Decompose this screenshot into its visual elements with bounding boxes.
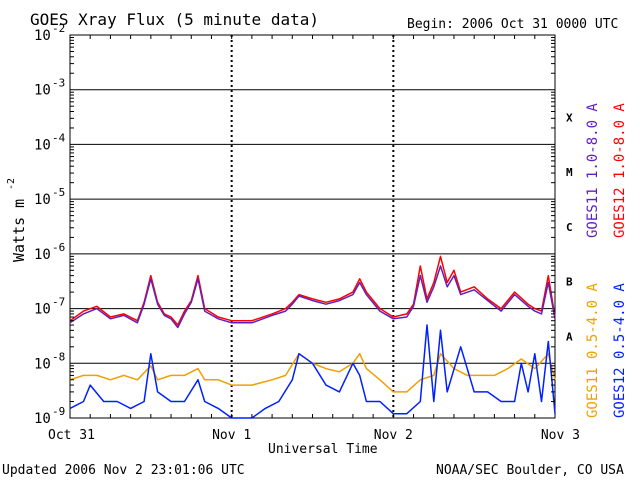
y-tick-label-exponent: -5 <box>52 186 65 199</box>
updated-timestamp: Updated 2006 Nov 2 23:01:06 UTC <box>2 463 245 478</box>
y-axis-title: Watts m <box>10 199 28 262</box>
series-line-goes11-0-5-4-0-a <box>69 352 556 393</box>
series-layer <box>69 255 556 419</box>
flare-class-labels: X M C B A <box>566 111 573 343</box>
x-axis: Oct 31 Nov 1 Nov 2 Nov 3 <box>48 35 580 443</box>
y-tick-label: 10 <box>34 28 51 44</box>
x-tick-label: Nov 3 <box>541 428 580 443</box>
credit-label: NOAA/SEC Boulder, CO USA <box>436 463 624 478</box>
x-axis-label: Universal Time <box>268 442 378 457</box>
x-tick-label: Nov 1 <box>212 428 251 443</box>
y-tick-label: 10 <box>34 83 51 99</box>
y-tick-label-exponent: -8 <box>52 350 65 363</box>
y-axis-title-exp: -2 <box>6 178 17 190</box>
legend: GOES11 1.0-8.0 A GOES12 1.0-8.0 A GOES11 0… <box>585 103 628 418</box>
legend-entry: GOES11 0.5-4.0 A <box>585 283 601 418</box>
x-tick-label: Nov 2 <box>374 428 413 443</box>
legend-label: GOES11 1.0-8.0 A <box>585 103 601 238</box>
legend-entry: GOES11 1.0-8.0 A <box>585 103 601 238</box>
y-tick-label: 10 <box>34 356 51 372</box>
legend-label: GOES11 0.5-4.0 A <box>585 283 601 418</box>
legend-entry: GOES12 0.5-4.0 A <box>612 283 628 418</box>
flare-class-b: B <box>566 276 573 289</box>
grid-layer <box>70 35 555 418</box>
y-tick-label: 10 <box>34 411 51 427</box>
y-tick-label-exponent: -2 <box>52 22 65 35</box>
y-tick-label-exponent: -3 <box>52 77 65 90</box>
x-tick-label: Oct 31 <box>48 428 95 443</box>
legend-label: GOES12 1.0-8.0 A <box>612 103 628 238</box>
series-line-goes12-0-5-4-0-a <box>69 324 556 419</box>
y-tick-label: 10 <box>34 302 51 318</box>
flare-class-x: X <box>566 111 573 124</box>
series-line-goes12-1-0-8-0-a <box>69 255 556 326</box>
series-line-goes11-1-0-8-0-a <box>69 265 556 329</box>
chart-title: GOES Xray Flux (5 minute data) <box>30 10 319 29</box>
y-tick-label: 10 <box>34 192 51 208</box>
flare-class-c: C <box>566 221 573 234</box>
flare-class-m: M <box>566 166 573 179</box>
y-tick-label: 10 <box>34 137 51 153</box>
plot-area-frame <box>69 34 556 419</box>
y-axis: 10-210-310-410-510-610-710-810-9 <box>34 22 555 427</box>
begin-label: Begin: 2006 Oct 31 0000 UTC <box>407 17 618 32</box>
y-axis-label: Watts m <box>10 199 28 262</box>
y-tick-label-exponent: -7 <box>52 296 65 309</box>
legend-entry: GOES12 1.0-8.0 A <box>612 103 628 238</box>
y-tick-label: 10 <box>34 247 51 263</box>
y-axis-label-exponent: -2 <box>6 178 17 190</box>
y-tick-label-exponent: -9 <box>52 405 65 418</box>
legend-label: GOES12 0.5-4.0 A <box>612 283 628 418</box>
y-tick-label-exponent: -4 <box>52 131 66 144</box>
flare-class-a: A <box>566 330 573 343</box>
y-tick-label-exponent: -6 <box>52 241 65 254</box>
